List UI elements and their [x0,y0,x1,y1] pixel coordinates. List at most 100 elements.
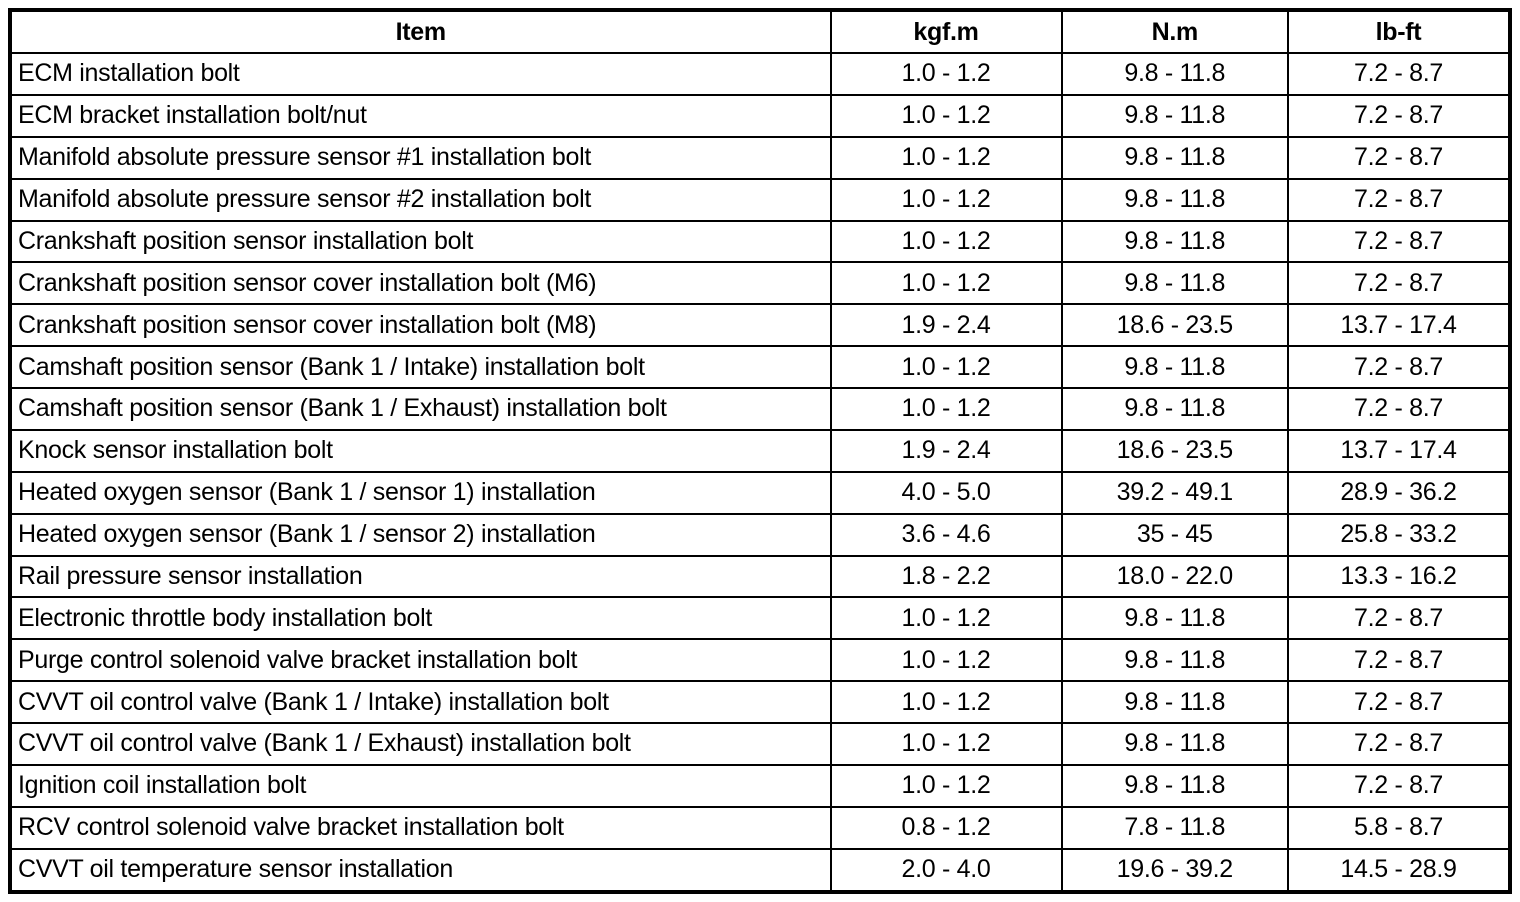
item-cell: Camshaft position sensor (Bank 1 / Intak… [9,345,832,389]
lbft-value-cell: 7.2 - 8.7 [1287,638,1511,683]
table-row: Manifold absolute pressure sensor #2 ins… [9,177,1511,222]
lbft-value-cell: 7.2 - 8.7 [1287,387,1511,431]
lbft-value-cell: 13.7 - 17.4 [1287,303,1511,348]
kgfm-value-cell: 1.0 - 1.2 [829,93,1063,138]
item-cell: Crankshaft position sensor installation … [9,219,832,264]
table-row: Crankshaft position sensor cover install… [9,303,1511,348]
item-cell: RCV control solenoid valve bracket insta… [9,805,832,850]
lbft-value-cell: 7.2 - 8.7 [1287,763,1511,808]
item-cell: Ignition coil installation bolt [9,763,832,808]
item-cell: Knock sensor installation bolt [9,428,832,473]
item-cell: Heated oxygen sensor (Bank 1 / sensor 1)… [9,470,832,515]
item-cell: CVVT oil control valve (Bank 1 / Exhaust… [9,722,832,766]
lbft-value-cell: 13.3 - 16.2 [1287,554,1511,599]
table-row: Crankshaft position sensor installation … [9,219,1511,264]
column-header-lbft: lb-ft [1287,9,1511,54]
nm-value-cell: 9.8 - 11.8 [1060,387,1289,431]
item-cell: Electronic throttle body installation bo… [9,596,832,641]
table-row: Ignition coil installation bolt 1.0 - 1.… [9,763,1511,808]
kgfm-value-cell: 1.0 - 1.2 [829,219,1063,264]
kgfm-value-cell: 1.9 - 2.4 [829,303,1063,348]
nm-value-cell: 9.8 - 11.8 [1060,219,1289,264]
nm-value-cell: 9.8 - 11.8 [1060,52,1289,96]
nm-value-cell: 35 - 45 [1060,512,1289,557]
lbft-value-cell: 7.2 - 8.7 [1287,261,1511,306]
kgfm-value-cell: 4.0 - 5.0 [829,470,1063,515]
item-cell: ECM bracket installation bolt/nut [9,93,832,138]
kgfm-value-cell: 1.0 - 1.2 [829,52,1063,96]
item-cell: CVVT oil temperature sensor installation [9,847,832,894]
kgfm-value-cell: 0.8 - 1.2 [829,805,1063,850]
nm-value-cell: 18.0 - 22.0 [1060,554,1289,599]
kgfm-value-cell: 1.0 - 1.2 [829,596,1063,641]
lbft-value-cell: 5.8 - 8.7 [1287,805,1511,850]
nm-value-cell: 7.8 - 11.8 [1060,805,1289,850]
item-cell: Purge control solenoid valve bracket ins… [9,638,832,683]
torque-spec-table-container: Item kgf.m N.m lb-ft ECM installation bo… [8,8,1512,894]
table-row: Rail pressure sensor installation 1.8 - … [9,554,1511,599]
kgfm-value-cell: 1.0 - 1.2 [829,763,1063,808]
table-row: ECM bracket installation bolt/nut 1.0 - … [9,93,1511,138]
lbft-value-cell: 14.5 - 28.9 [1287,847,1511,894]
nm-value-cell: 39.2 - 49.1 [1060,470,1289,515]
table-row: RCV control solenoid valve bracket insta… [9,805,1511,850]
nm-value-cell: 18.6 - 23.5 [1060,303,1289,348]
nm-value-cell: 9.8 - 11.8 [1060,763,1289,808]
lbft-value-cell: 7.2 - 8.7 [1287,722,1511,766]
item-cell: ECM installation bolt [9,52,832,96]
table-row: Camshaft position sensor (Bank 1 / Intak… [9,345,1511,389]
nm-value-cell: 9.8 - 11.8 [1060,93,1289,138]
kgfm-value-cell: 1.0 - 1.2 [829,638,1063,683]
table-body: ECM installation bolt 1.0 - 1.2 9.8 - 11… [9,52,1511,894]
lbft-value-cell: 28.9 - 36.2 [1287,470,1511,515]
table-row: Heated oxygen sensor (Bank 1 / sensor 2)… [9,512,1511,557]
item-cell: Camshaft position sensor (Bank 1 / Exhau… [9,387,832,431]
item-cell: Manifold absolute pressure sensor #1 ins… [9,135,832,180]
column-header-item: Item [9,9,832,54]
table-row: Electronic throttle body installation bo… [9,596,1511,641]
kgfm-value-cell: 1.9 - 2.4 [829,428,1063,473]
header-row: Item kgf.m N.m lb-ft [9,9,1511,54]
lbft-value-cell: 7.2 - 8.7 [1287,135,1511,180]
kgfm-value-cell: 1.0 - 1.2 [829,680,1063,724]
item-cell: Heated oxygen sensor (Bank 1 / sensor 2)… [9,512,832,557]
item-cell: Rail pressure sensor installation [9,554,832,599]
kgfm-value-cell: 1.0 - 1.2 [829,387,1063,431]
kgfm-value-cell: 1.0 - 1.2 [829,177,1063,222]
column-header-nm: N.m [1060,9,1289,54]
column-header-kgfm: kgf.m [829,9,1063,54]
item-cell: Crankshaft position sensor cover install… [9,303,832,348]
nm-value-cell: 9.8 - 11.8 [1060,722,1289,766]
nm-value-cell: 19.6 - 39.2 [1060,847,1289,894]
kgfm-value-cell: 1.8 - 2.2 [829,554,1063,599]
lbft-value-cell: 7.2 - 8.7 [1287,52,1511,96]
nm-value-cell: 9.8 - 11.8 [1060,680,1289,724]
table-row: Knock sensor installation bolt 1.9 - 2.4… [9,428,1511,473]
nm-value-cell: 18.6 - 23.5 [1060,428,1289,473]
kgfm-value-cell: 1.0 - 1.2 [829,722,1063,766]
lbft-value-cell: 7.2 - 8.7 [1287,93,1511,138]
lbft-value-cell: 7.2 - 8.7 [1287,219,1511,264]
table-row: Crankshaft position sensor cover install… [9,261,1511,306]
table-row: CVVT oil control valve (Bank 1 / Exhaust… [9,722,1511,766]
table-row: CVVT oil control valve (Bank 1 / Intake)… [9,680,1511,724]
table-row: Purge control solenoid valve bracket ins… [9,638,1511,683]
kgfm-value-cell: 1.0 - 1.2 [829,135,1063,180]
table-row: ECM installation bolt 1.0 - 1.2 9.8 - 11… [9,52,1511,96]
nm-value-cell: 9.8 - 11.8 [1060,596,1289,641]
table-row: CVVT oil temperature sensor installation… [9,847,1511,894]
torque-spec-table: Item kgf.m N.m lb-ft ECM installation bo… [8,8,1512,894]
nm-value-cell: 9.8 - 11.8 [1060,261,1289,306]
nm-value-cell: 9.8 - 11.8 [1060,177,1289,222]
lbft-value-cell: 7.2 - 8.7 [1287,680,1511,724]
lbft-value-cell: 7.2 - 8.7 [1287,177,1511,222]
kgfm-value-cell: 2.0 - 4.0 [829,847,1063,894]
lbft-value-cell: 7.2 - 8.7 [1287,345,1511,389]
table-row: Manifold absolute pressure sensor #1 ins… [9,135,1511,180]
item-cell: Manifold absolute pressure sensor #2 ins… [9,177,832,222]
table-row: Camshaft position sensor (Bank 1 / Exhau… [9,387,1511,431]
item-cell: Crankshaft position sensor cover install… [9,261,832,306]
kgfm-value-cell: 3.6 - 4.6 [829,512,1063,557]
lbft-value-cell: 7.2 - 8.7 [1287,596,1511,641]
table-row: Heated oxygen sensor (Bank 1 / sensor 1)… [9,470,1511,515]
